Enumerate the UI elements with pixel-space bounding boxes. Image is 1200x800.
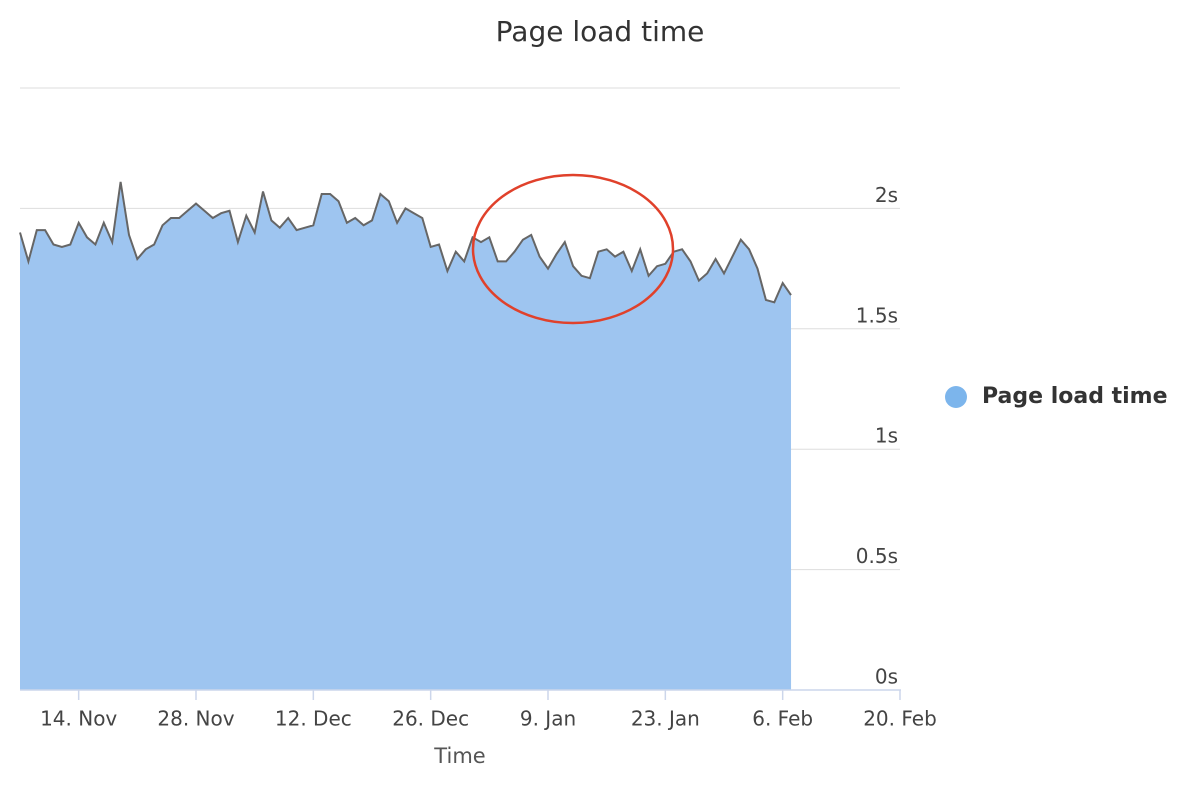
y-tick-label: 2s [875,183,898,207]
y-tick-label: 1.5s [856,303,898,327]
plot: 0s 0.5s 1s 1.5s 2s Page load time 14. Nov 28. N… [19,181,1168,731]
highlight-circle [471,173,675,325]
legend-marker [945,386,967,408]
x-tick-label: 26. Dec [392,707,469,731]
series-line [19,181,792,304]
x-tick-label: 14. Nov [40,707,117,731]
x-axis-title: Time [433,744,485,768]
legend-label: Page load time [982,384,1168,409]
x-tick-label: 28. Nov [157,707,234,731]
x-tick-label: 23. Jan [631,707,700,731]
area-fill [20,181,792,690]
y-tick-label: 1s [875,424,898,448]
y-tick-label: 0s [875,665,898,689]
chart-title: Page load time [496,15,705,48]
x-tick-label: 20. Feb [863,707,937,731]
x-tick-label: 6. Feb [752,707,813,731]
x-tick-label: 12. Dec [275,707,352,731]
x-tick-label: 9. Jan [520,707,576,731]
y-tick-label: 0.5s [856,544,898,568]
